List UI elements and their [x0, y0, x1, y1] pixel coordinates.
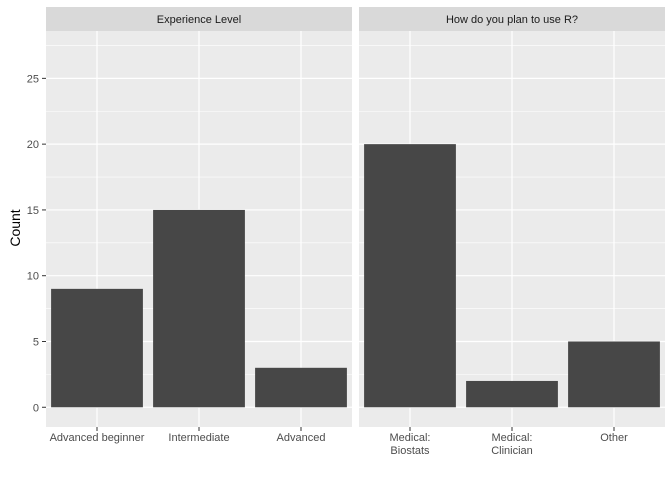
x-tick-label: Medical:: [492, 432, 533, 444]
y-tick-label: 10: [27, 271, 39, 283]
strip-title: How do you plan to use R?: [446, 14, 578, 26]
x-tick-label: Clinician: [491, 445, 533, 457]
y-tick-label: 15: [27, 205, 39, 217]
strip-title: Experience Level: [157, 14, 241, 26]
y-tick-label: 5: [33, 336, 39, 348]
x-tick-label: Other: [600, 432, 628, 444]
bar: [364, 144, 456, 408]
y-axis: 0 5 10 15 20 25: [27, 73, 46, 414]
y-tick-label: 25: [27, 73, 39, 85]
y-axis-title: Count: [7, 209, 23, 246]
bars-layer: [364, 144, 660, 408]
y-tick-label: 0: [33, 402, 39, 414]
x-ticks-layer: Advanced beginner Intermediate Advanced: [50, 427, 326, 444]
bar: [153, 209, 245, 408]
facet-panel-plan-to-use-r: How do you plan to use R? Medical:Biosta…: [359, 7, 665, 457]
bar: [568, 341, 660, 408]
x-tick-label: Advanced: [277, 432, 326, 444]
bars-layer: [51, 209, 347, 408]
x-tick-label: Medical:: [390, 432, 431, 444]
y-tick-label: 20: [27, 139, 39, 151]
x-tick-label: Intermediate: [168, 432, 229, 444]
bar: [255, 367, 347, 408]
facet-panel-experience-level: Experience Level Advanced beginner Interm…: [46, 7, 352, 444]
bar: [51, 288, 143, 408]
x-tick-label: Advanced beginner: [50, 432, 145, 444]
bar: [466, 380, 558, 408]
x-tick-label: Biostats: [390, 445, 430, 457]
strip-background: [46, 7, 352, 31]
strip-background: [359, 7, 665, 31]
